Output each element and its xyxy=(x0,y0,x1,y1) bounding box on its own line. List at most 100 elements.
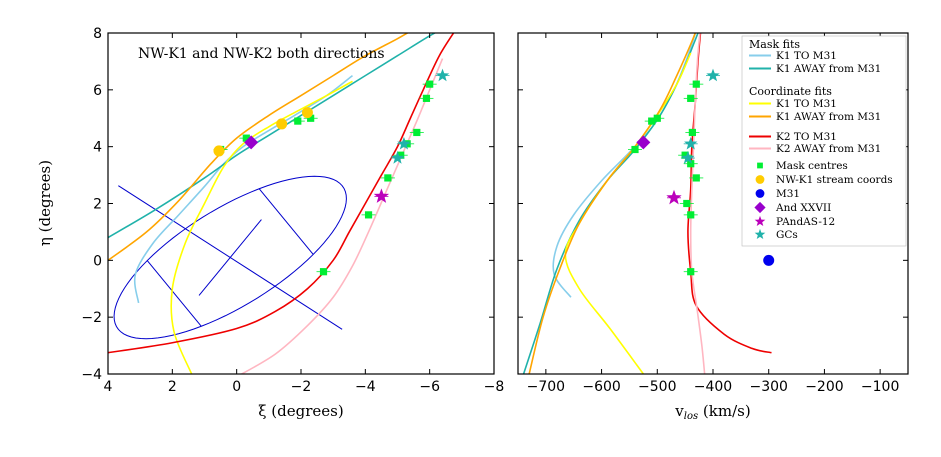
mask-centre-marker xyxy=(294,117,302,125)
mask-centre-marker xyxy=(692,174,700,182)
stream-coord-marker xyxy=(276,118,288,130)
x-tick-label: −8 xyxy=(484,379,505,395)
right-xlabel-main: v xyxy=(674,402,684,420)
x-tick-label: 2 xyxy=(168,379,177,395)
mask-centre-marker xyxy=(631,145,639,154)
mask-centre-marker xyxy=(242,134,250,142)
mask-centre-marker xyxy=(648,117,656,125)
m31-marker xyxy=(763,254,775,266)
x-tick-label: −300 xyxy=(749,379,787,395)
legend-marker-swatch xyxy=(754,215,766,227)
legend-label: K2 AWAY from M31 xyxy=(776,143,881,155)
mask-centre-marker xyxy=(397,151,405,159)
ellipse-quarter-line xyxy=(146,260,202,327)
mask-centre-marker xyxy=(681,151,689,159)
series-line xyxy=(170,80,353,374)
right-xlabel-unit: (km/s) xyxy=(698,402,751,420)
mask-centre-marker xyxy=(422,94,431,102)
left-plot-area xyxy=(108,33,455,374)
legend-label: K1 TO M31 xyxy=(776,50,837,62)
legend-marker-swatch xyxy=(755,175,765,184)
x-tick-label: −2 xyxy=(291,379,312,395)
gc-marker xyxy=(397,136,411,150)
mask-centre-marker xyxy=(692,80,700,88)
series-line xyxy=(552,33,697,298)
series-line xyxy=(240,58,444,374)
stream-coord-marker xyxy=(213,145,225,157)
series-line xyxy=(528,33,697,374)
legend-label: K1 AWAY from M31 xyxy=(776,63,881,75)
gc-marker xyxy=(684,136,698,150)
left-annotation: NW-K1 and NW-K2 both directions xyxy=(138,46,385,62)
legend-marker-swatch xyxy=(754,228,766,240)
legend-box xyxy=(741,35,907,247)
left-ticks: 4 2 0 −2 −4 −6 −8 −4 −2 0 2 4 6 8 xyxy=(81,26,504,395)
ellipse-quarter-line xyxy=(258,188,314,255)
y-tick-label: 4 xyxy=(93,140,102,156)
ellipse-minor-axis xyxy=(198,219,262,296)
right-plot-area xyxy=(522,33,775,374)
right-panel: −700 −600 −500 −400 −300 −200 −100 vlos (km/s) xyxy=(517,32,909,422)
y-tick-label: −2 xyxy=(81,310,102,326)
mask-centre-marker xyxy=(384,174,392,182)
mask-centre-marker xyxy=(683,199,691,208)
mask-centre-marker xyxy=(653,114,661,122)
legend-label: K1 AWAY from M31 xyxy=(776,111,881,123)
x-tick-label: −4 xyxy=(355,379,376,395)
x-tick-label: −100 xyxy=(861,379,899,395)
mask-centre-marker xyxy=(426,80,434,88)
right-ticks: −700 −600 −500 −400 −300 −200 −100 xyxy=(518,32,908,395)
mask-centre-marker xyxy=(364,211,373,219)
series-line xyxy=(133,74,353,304)
mask-centre-marker xyxy=(687,211,695,219)
legend-label: K2 TO M31 xyxy=(776,131,837,143)
series-line xyxy=(108,33,409,261)
y-tick-label: 8 xyxy=(93,26,102,42)
x-tick-label: 0 xyxy=(232,379,241,395)
mask-centre-marker xyxy=(413,128,421,137)
y-tick-label: 2 xyxy=(93,197,102,213)
legend-label: K1 TO M31 xyxy=(776,98,837,110)
gc-marker xyxy=(681,151,695,164)
right-xlabel: vlos (km/s) xyxy=(674,402,750,422)
gc-marker xyxy=(706,68,720,82)
series-line xyxy=(108,33,455,354)
x-tick-label: −700 xyxy=(527,379,565,395)
mask-centre-marker xyxy=(687,268,695,276)
left-panel: 4 2 0 −2 −4 −6 −8 −4 −2 0 2 4 6 8 NW-K1 and NW-K2 bot… xyxy=(36,26,504,420)
and-xxvii-marker xyxy=(244,135,259,150)
left-ylabel: η (degrees) xyxy=(36,160,54,246)
mask-centre-marker xyxy=(688,128,696,137)
x-tick-label: 4 xyxy=(104,379,113,395)
x-tick-label: −400 xyxy=(694,379,732,395)
mask-centre-marker xyxy=(319,268,328,276)
legend-coord-header: Coordinate fits xyxy=(749,85,832,98)
legend-marker-swatch xyxy=(757,162,763,169)
legend-mask-header: Mask fits xyxy=(749,38,800,51)
y-tick-label: 0 xyxy=(93,253,102,269)
legend-label: GCs xyxy=(776,229,798,241)
mask-centre-marker xyxy=(687,94,695,102)
mask-centre-marker xyxy=(307,114,315,122)
x-tick-label: −6 xyxy=(419,379,440,395)
legend-label: PAndAS-12 xyxy=(776,216,835,228)
stream-coord-marker xyxy=(301,107,313,119)
mask-centre-marker xyxy=(687,160,695,168)
left-xlabel: ξ (degrees) xyxy=(258,402,343,420)
legend-label: M31 xyxy=(776,188,800,200)
pandas-12-marker xyxy=(373,188,390,203)
x-tick-label: −200 xyxy=(805,379,843,395)
legend-marker-swatch xyxy=(755,189,765,198)
pandas-12-marker xyxy=(666,189,682,205)
x-tick-label: −600 xyxy=(582,379,620,395)
legend-marker-swatch xyxy=(754,201,766,214)
gc-marker xyxy=(435,68,450,82)
legend-label: Mask centres xyxy=(776,160,848,172)
and-xxvii-marker xyxy=(636,135,651,150)
y-tick-label: −4 xyxy=(81,367,102,383)
series-line xyxy=(522,33,699,374)
legend-label: NW-K1 stream coords xyxy=(776,174,893,186)
